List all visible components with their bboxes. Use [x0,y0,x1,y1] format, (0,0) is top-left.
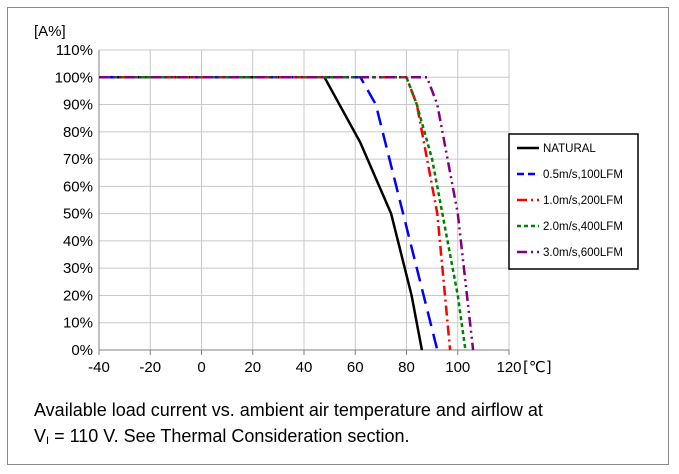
y-tick-label: 60% [63,178,93,195]
caption-line-1: Available load current vs. ambient air t… [34,400,543,420]
legend-label: 0.5m/s,100LFM [543,169,623,181]
figure-caption: Available load current vs. ambient air t… [34,397,654,454]
series-line-4 [99,76,467,351]
y-tick-label: 0% [71,342,93,359]
x-tick-label: 100 [445,359,470,376]
x-tick-label: 120 [496,359,521,376]
x-tick-label: 0 [197,359,205,376]
x-tick-label: 80 [398,359,415,376]
y-tick-label: 20% [63,287,93,304]
y-tick-label: 50% [63,206,93,223]
caption-v-subscript: I [46,435,50,447]
y-tick-label: 90% [63,97,93,114]
legend-label: 2.0m/s,400LFM [543,221,623,233]
caption-line-2: VI = 110 V. See Thermal Consideration se… [34,423,654,454]
y-tick-label: 80% [63,124,93,141]
y-tick-label: 30% [63,260,93,277]
x-tick-label: -40 [88,359,110,376]
y-axis-unit-label: [A%] [34,23,66,40]
legend-label: 1.0m/s,200LFM [543,195,623,207]
legend-label: 3.0m/s,600LFM [543,247,623,259]
y-tick-label: 10% [63,315,93,332]
caption-v: V [34,426,47,446]
y-tick-label: 40% [63,233,93,250]
y-tick-label: 110% [56,42,93,59]
caption-line-2-rest: = 110 V. See Thermal Consideration secti… [49,426,410,446]
x-tick-label: -20 [139,359,161,376]
legend-label: NATURAL [543,143,596,155]
x-tick-label: 40 [296,359,313,376]
x-axis-unit-label: [℃] [523,358,552,376]
legend-box [508,133,639,270]
y-tick-label: 70% [63,151,93,168]
x-tick-label: 60 [347,359,364,376]
y-tick-label: 100% [55,69,93,86]
x-tick-label: 20 [244,359,261,376]
